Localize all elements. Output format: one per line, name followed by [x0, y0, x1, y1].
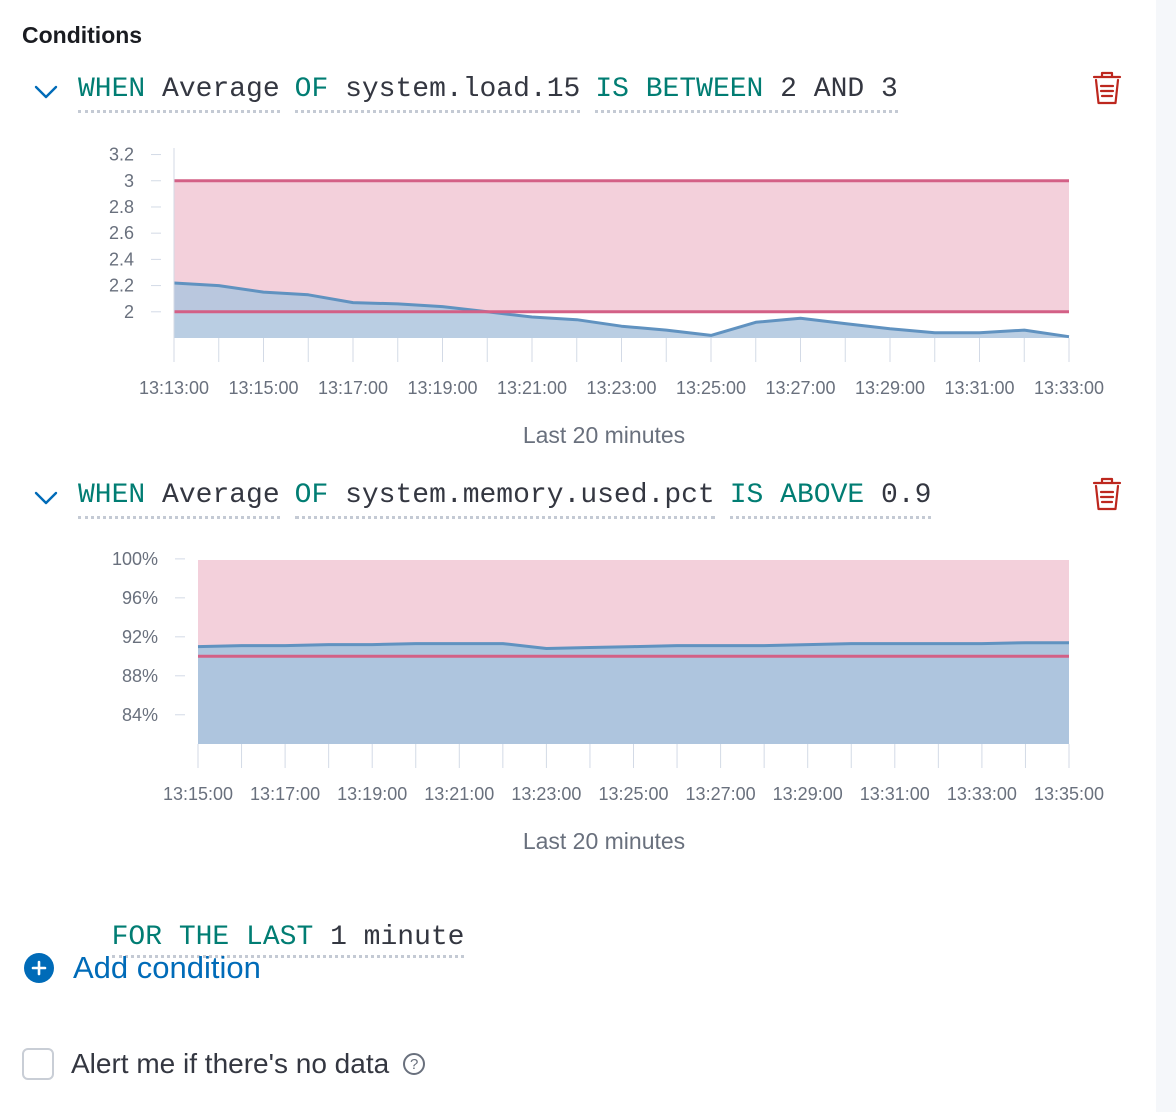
metric-selector[interactable]: OF system.load.15: [294, 72, 581, 113]
threshold-value: 0.9: [880, 480, 932, 511]
condition-chart-1: 2 2.2 2.4 2.6 2.8 3 3.2 13:13:00 13:15:00 13:17:0…: [0, 140, 1130, 460]
condition-row-2: WHEN Average OF system.memory.used.pct I…: [0, 476, 1176, 526]
of-keyword: OF: [294, 480, 329, 511]
x-tick-label: 13:19:00: [407, 378, 477, 398]
x-tick-label: 13:25:00: [598, 784, 668, 804]
x-tick-label: 13:21:00: [497, 378, 567, 398]
chart-svg: 84% 88% 92% 96% 100% 13:15:00 13:17:00 13:19:00…: [112, 549, 1104, 854]
x-tick-label: 13:17:00: [250, 784, 320, 804]
y-tick-label: 88%: [122, 666, 158, 686]
y-tick-label: 2.8: [109, 197, 134, 217]
condition-row-1: WHEN Average OF system.load.15 IS BETWEE…: [0, 70, 1176, 120]
y-tick-label: 3: [124, 171, 134, 191]
condition-expression: WHEN Average OF system.memory.used.pct I…: [78, 478, 946, 519]
x-tick-label: 13:31:00: [944, 378, 1014, 398]
chart-title: Last 20 minutes: [523, 828, 685, 854]
no-data-option: Alert me if there's no data ?: [22, 1048, 426, 1080]
y-tick-label: 100%: [112, 549, 158, 569]
add-condition-label: Add condition: [73, 950, 261, 985]
no-data-label[interactable]: Alert me if there's no data: [71, 1048, 390, 1079]
y-tick-label: 2.6: [109, 223, 134, 243]
chart-svg: 2 2.2 2.4 2.6 2.8 3 3.2 13:13:00 13:15:00 13:17:0…: [109, 145, 1104, 448]
aggregation-selector[interactable]: WHEN Average: [78, 72, 280, 113]
x-tick-label: 13:23:00: [586, 378, 656, 398]
chevron-down-icon[interactable]: [30, 484, 62, 512]
x-tick-label: 13:25:00: [676, 378, 746, 398]
threshold-selector[interactable]: IS BETWEEN 2 AND 3: [595, 72, 898, 113]
x-tick-label: 13:15:00: [163, 784, 233, 804]
add-condition-button[interactable]: Add condition: [24, 950, 261, 986]
aggregation-value: Average: [162, 74, 280, 105]
x-tick-label: 13:35:00: [1034, 784, 1104, 804]
trash-icon[interactable]: [1090, 70, 1124, 106]
chevron-down-icon[interactable]: [30, 78, 62, 106]
threshold-band: [198, 560, 1069, 657]
x-tick-label: 13:21:00: [424, 784, 494, 804]
time-window-selector[interactable]: FOR THE LAST 1 minute: [111, 922, 465, 958]
x-tick-label: 13:29:00: [855, 378, 925, 398]
y-tick-label: 3.2: [109, 145, 134, 165]
comparator-keyword: IS BETWEEN: [595, 74, 764, 105]
x-tick-label: 13:13:00: [139, 378, 209, 398]
x-tick-label: 13:27:00: [686, 784, 756, 804]
x-tick-label: 13:15:00: [228, 378, 298, 398]
chart-title: Last 20 minutes: [523, 422, 685, 448]
time-window-value: 1 minute: [330, 922, 465, 953]
x-tick-label: 13:33:00: [1034, 378, 1104, 398]
metric-value: system.memory.used.pct: [345, 480, 715, 511]
x-tick-label: 13:19:00: [337, 784, 407, 804]
when-keyword: WHEN: [78, 74, 146, 105]
metric-selector[interactable]: OF system.memory.used.pct: [294, 478, 715, 519]
threshold-selector[interactable]: IS ABOVE 0.9: [729, 478, 932, 519]
trash-icon[interactable]: [1090, 476, 1124, 512]
y-tick-label: 92%: [122, 627, 158, 647]
condition-chart-2: 84% 88% 92% 96% 100% 13:15:00 13:17:00 13:19:00…: [0, 546, 1130, 866]
aggregation-value: Average: [162, 480, 280, 511]
section-title: Conditions: [22, 22, 143, 48]
aggregation-selector[interactable]: WHEN Average: [78, 478, 280, 519]
series-area: [198, 642, 1069, 744]
x-tick-label: 13:17:00: [318, 378, 388, 398]
question-circle-icon[interactable]: ?: [403, 1053, 426, 1075]
x-tick-label: 13:27:00: [765, 378, 835, 398]
y-tick-label: 84%: [122, 705, 158, 725]
metric-value: system.load.15: [345, 74, 581, 105]
when-keyword: WHEN: [78, 480, 146, 511]
no-data-checkbox[interactable]: [22, 1048, 54, 1080]
threshold-value: 2 AND 3: [780, 74, 898, 105]
condition-expression: WHEN Average OF system.load.15 IS BETWEE…: [78, 72, 913, 113]
of-keyword: OF: [294, 74, 329, 105]
y-tick-label: 2: [124, 302, 134, 322]
y-tick-label: 2.2: [109, 276, 134, 296]
x-tick-label: 13:23:00: [511, 784, 581, 804]
threshold-band: [174, 180, 1069, 312]
plus-circle-icon: [24, 953, 54, 983]
x-tick-label: 13:33:00: [947, 784, 1017, 804]
for-the-last-row: FOR THE LAST 1 minute: [78, 884, 479, 958]
y-tick-label: 96%: [122, 588, 158, 608]
x-tick-label: 13:29:00: [773, 784, 843, 804]
y-tick-label: 2.4: [109, 249, 134, 269]
right-panel-edge: [1156, 0, 1176, 1112]
comparator-keyword: IS ABOVE: [729, 480, 865, 511]
x-tick-label: 13:31:00: [860, 784, 930, 804]
for-the-last-keyword: FOR THE LAST: [111, 922, 314, 953]
